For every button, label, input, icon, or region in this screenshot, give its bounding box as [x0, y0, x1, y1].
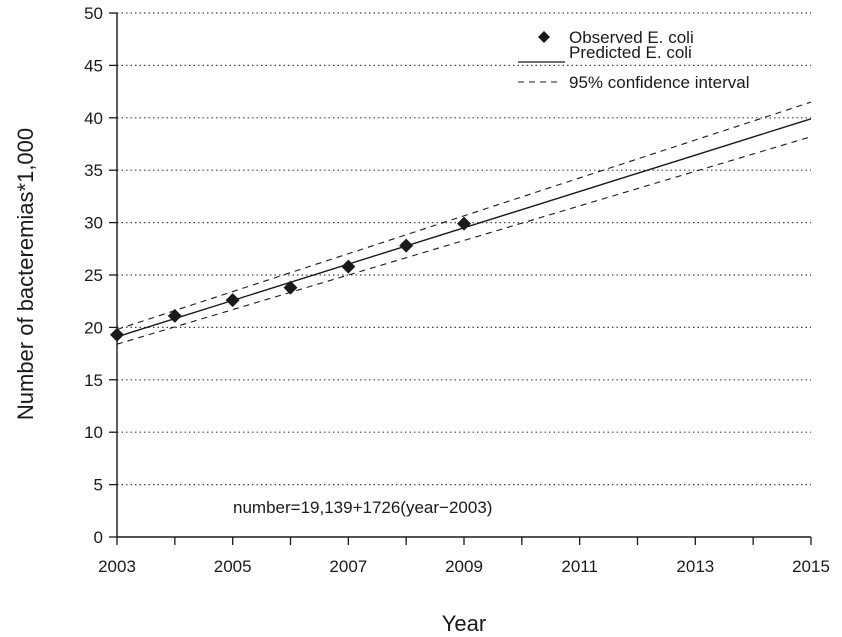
y-tick-label-1: 5 [94, 476, 103, 495]
y-axis-title: Number of bacteremias*1,000 [13, 128, 38, 420]
axes [109, 12, 812, 545]
legend-label-ci: 95% confidence interval [569, 73, 750, 92]
y-tick-label-8: 40 [84, 109, 103, 128]
legend-label-observed: Observed E. coli [569, 28, 694, 47]
tick-labels: 0 5 10 15 20 25 30 35 40 45 50 2003 2005 2007 2009 2011… [84, 4, 830, 576]
x-tick-label-4: 2011 [561, 557, 598, 576]
x-tick-label-5: 2013 [676, 557, 714, 576]
y-tick-label-7: 35 [84, 161, 103, 180]
series [110, 101, 812, 345]
y-tick-label-2: 10 [84, 423, 103, 442]
observed-point-6 [457, 216, 471, 231]
y-tick-label-0: 0 [94, 528, 103, 547]
observed-point-0 [110, 327, 124, 342]
x-tick-label-1: 2005 [214, 557, 252, 576]
y-tick-label-10: 50 [84, 4, 103, 23]
y-tick-label-6: 30 [84, 214, 103, 233]
y-tick-label-4: 20 [84, 318, 103, 337]
legend-diamond-marker [538, 31, 550, 43]
x-tick-label-3: 2009 [445, 557, 483, 576]
x-tick-label-0: 2003 [98, 557, 136, 576]
y-tick-label-5: 25 [84, 266, 103, 285]
observed-point-4 [341, 259, 356, 274]
x-tick-label-6: 2015 [792, 557, 830, 576]
x-tick-label-2: 2007 [329, 557, 367, 576]
legend-label-predicted: Predicted E. coli [569, 43, 692, 62]
predicted-line-1 [116, 118, 812, 338]
regression-equation: number=19,139+1726(year−2003) [233, 498, 492, 517]
y-tick-label-9: 45 [84, 56, 103, 75]
legend: Observed E. coli Predicted E. coli 95% c… [518, 28, 750, 92]
ci-line-3 [116, 136, 812, 345]
ci-line-2 [116, 101, 812, 331]
x-axis-title: Year [442, 611, 486, 636]
y-tick-label-3: 15 [84, 371, 103, 390]
